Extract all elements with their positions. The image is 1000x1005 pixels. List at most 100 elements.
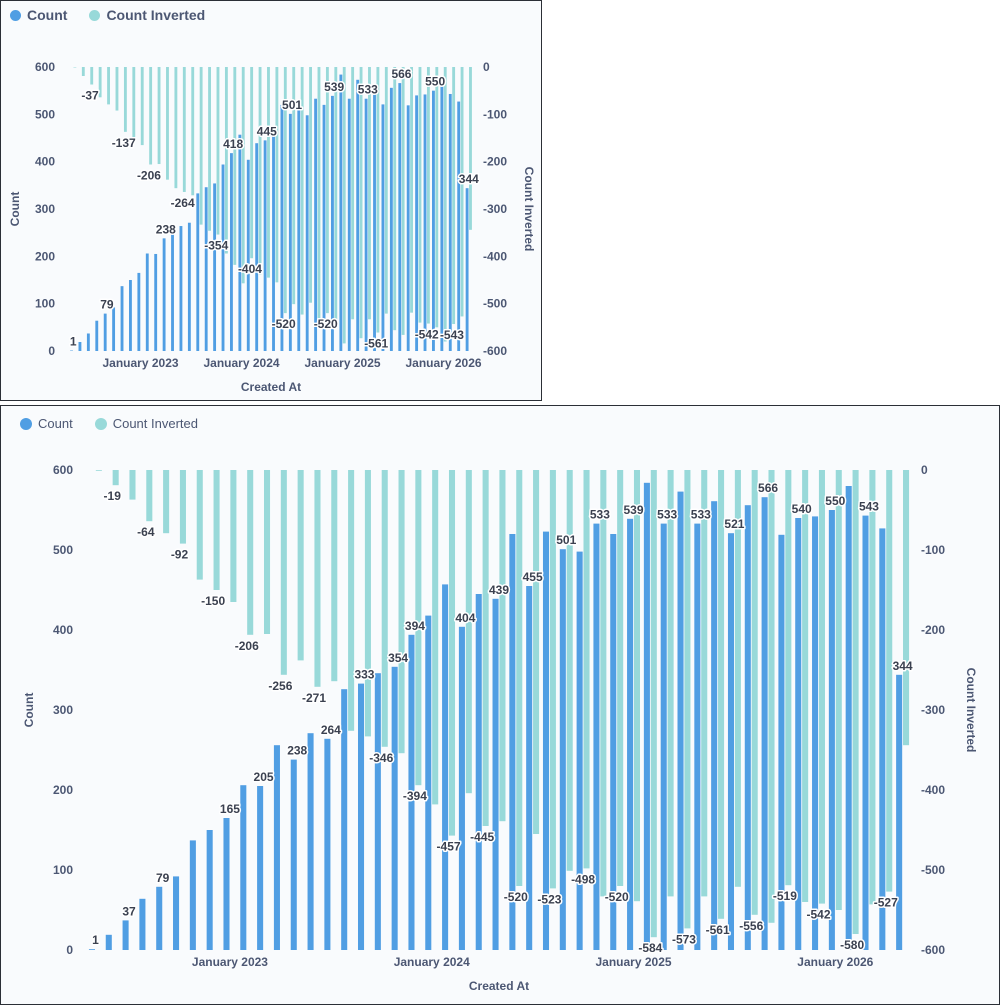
bar-count bbox=[448, 93, 452, 351]
bar-count-inverted bbox=[384, 67, 388, 314]
bar-count bbox=[137, 272, 141, 351]
bar-count bbox=[381, 104, 385, 351]
data-label-count-inverted: -520 bbox=[272, 317, 296, 331]
x-tick: January 2025 bbox=[595, 955, 671, 969]
y-tick-left: 400 bbox=[53, 623, 73, 637]
data-label-count: 1 bbox=[92, 933, 99, 947]
bar-count-inverted bbox=[179, 470, 186, 544]
bar-count-inverted bbox=[381, 470, 388, 747]
data-label-count: 543 bbox=[859, 500, 879, 514]
bar-count-inverted bbox=[432, 470, 439, 805]
legend-dot-count bbox=[20, 417, 32, 430]
bar-count-inverted bbox=[684, 470, 691, 929]
data-label-count: 533 bbox=[358, 83, 378, 97]
bar-count bbox=[627, 518, 634, 950]
y-tick-right: -500 bbox=[483, 297, 507, 311]
bar-count bbox=[761, 497, 768, 950]
bar-count bbox=[331, 95, 334, 351]
data-label-count-inverted: -520 bbox=[605, 890, 629, 904]
bar-count bbox=[173, 876, 180, 950]
bar-count-inverted bbox=[146, 470, 153, 522]
bar-count-inverted bbox=[300, 67, 304, 315]
bar-count bbox=[442, 584, 449, 950]
y-axis-label-right: Count Inverted bbox=[964, 668, 978, 753]
bar-count-inverted bbox=[398, 470, 405, 754]
data-label-count-inverted: -573 bbox=[672, 932, 696, 946]
y-tick-left: 500 bbox=[35, 107, 55, 121]
bar-count bbox=[475, 594, 482, 950]
legend-item-count[interactable]: Count bbox=[20, 416, 73, 431]
bar-count-inverted bbox=[364, 470, 371, 737]
bar-count bbox=[179, 226, 183, 351]
x-axis-label: Created At bbox=[469, 979, 529, 993]
bar-count-inverted bbox=[359, 67, 363, 339]
bar-count bbox=[86, 333, 90, 351]
y-tick-left: 300 bbox=[35, 202, 55, 216]
x-tick: January 2024 bbox=[204, 356, 280, 370]
bar-count-inverted bbox=[852, 470, 859, 934]
bar-count-inverted bbox=[182, 67, 186, 192]
bar-count bbox=[896, 674, 903, 950]
bar-count-inverted bbox=[566, 470, 573, 871]
bar-count-inverted bbox=[123, 67, 127, 132]
bar-count bbox=[154, 253, 158, 351]
bar-count-inverted bbox=[258, 67, 262, 275]
bar-count bbox=[862, 515, 869, 950]
bar-count-inverted bbox=[129, 470, 136, 500]
bar-count-inverted bbox=[734, 470, 741, 887]
bar-count bbox=[257, 786, 264, 950]
bar-count-inverted bbox=[247, 470, 254, 635]
legend-item-count-inverted[interactable]: Count Inverted bbox=[89, 7, 205, 23]
legend-item-count-inverted[interactable]: Count Inverted bbox=[94, 416, 198, 431]
data-label-count: 566 bbox=[758, 481, 778, 495]
bar-count bbox=[339, 74, 343, 351]
bar-count-inverted bbox=[314, 470, 321, 687]
x-tick: January 2024 bbox=[394, 955, 470, 969]
data-label-count: 521 bbox=[724, 517, 744, 531]
bar-count-inverted bbox=[465, 470, 472, 794]
y-tick-right: -400 bbox=[483, 249, 507, 263]
bar-count bbox=[356, 79, 360, 351]
bar-count-inverted bbox=[768, 470, 775, 923]
bar-count-inverted bbox=[112, 470, 119, 486]
bar-count-inverted bbox=[163, 470, 170, 534]
bar-count bbox=[593, 523, 600, 950]
bar-chart-large: 0 100 200 300 400 500 600 -600 -500 -400 -300 -200 -… bbox=[22, 463, 978, 993]
bar-count-inverted bbox=[149, 67, 153, 165]
bar-count bbox=[324, 738, 331, 950]
data-label-count: 539 bbox=[324, 80, 344, 94]
bar-count bbox=[423, 94, 427, 351]
bar-count-inverted bbox=[667, 470, 674, 897]
data-label-count: 79 bbox=[100, 298, 114, 312]
legend-item-count[interactable]: Count bbox=[10, 7, 67, 23]
bar-count bbox=[660, 523, 667, 950]
bar-count-inverted bbox=[600, 470, 607, 897]
bar-count bbox=[778, 534, 785, 950]
y-tick-right: -500 bbox=[921, 863, 945, 877]
x-tick: January 2025 bbox=[305, 356, 381, 370]
data-label-count-inverted: -519 bbox=[773, 889, 797, 903]
bar-count-inverted bbox=[368, 67, 371, 320]
bar-count bbox=[213, 183, 217, 351]
y-tick-left: 600 bbox=[53, 463, 73, 477]
bar-count-inverted bbox=[785, 470, 792, 886]
data-label-count: 533 bbox=[691, 508, 711, 522]
bar-count bbox=[95, 320, 99, 351]
bar-count bbox=[465, 188, 469, 351]
data-label-count-inverted: -561 bbox=[706, 923, 730, 937]
bar-count-inverted bbox=[90, 67, 94, 85]
data-label-count-inverted: -150 bbox=[201, 594, 225, 608]
bar-count-inverted bbox=[516, 470, 523, 886]
bar-count-inverted bbox=[309, 67, 312, 303]
bar-count bbox=[196, 193, 200, 351]
bar-count-inverted bbox=[718, 470, 725, 919]
bar-count bbox=[812, 516, 819, 950]
data-label-count: 439 bbox=[489, 583, 509, 597]
data-label-count-inverted: -206 bbox=[235, 639, 259, 653]
bar-count-inverted bbox=[650, 470, 657, 938]
bar-count-inverted bbox=[95, 470, 102, 471]
bar-count-inverted bbox=[199, 67, 203, 225]
bar-count bbox=[610, 534, 617, 950]
y-tick-right: -400 bbox=[921, 783, 945, 797]
y-axis-label-left: Count bbox=[8, 192, 22, 227]
